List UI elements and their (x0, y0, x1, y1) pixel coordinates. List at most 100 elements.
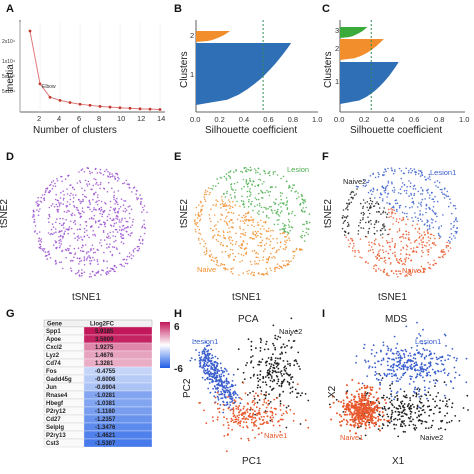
tsne-f-point-478 (427, 228, 429, 231)
mds-naive1-405 (363, 394, 366, 397)
mds-naive1-402 (366, 410, 369, 413)
pca-naive2-193 (283, 366, 286, 369)
tsne-f-point-626 (375, 264, 378, 267)
tsne-f-point-347 (437, 232, 440, 235)
tsne-f-point-699 (398, 167, 401, 170)
pca-lesion1-317 (207, 349, 210, 352)
pca-naive2-184 (276, 338, 279, 341)
tsne-e-point-649 (234, 243, 237, 245)
tsne-f-point-277 (347, 239, 350, 241)
tsne-e-point-341 (203, 240, 205, 242)
pca-naive2-76 (286, 380, 289, 383)
mds-lesion1-239 (387, 357, 389, 359)
pca-naive1-20 (250, 408, 252, 410)
tsne-e-point-250 (284, 230, 287, 233)
pca-naive1-63 (258, 417, 261, 420)
pca-naive1-212 (282, 404, 285, 407)
pca-naive2-146 (283, 373, 285, 375)
tsne-e-point-117 (285, 241, 288, 244)
mds-naive1-416 (353, 406, 356, 409)
tsne-e-point-448 (217, 221, 219, 223)
mds-naive2-151 (420, 422, 423, 425)
tsne-d-point-209 (123, 258, 126, 261)
mds-naive2-220 (403, 420, 405, 422)
tsne-f-point-1 (368, 179, 370, 182)
tsne-e-point-168 (276, 219, 279, 222)
heatmap-gene-p2ry13: P2ry13 (46, 433, 66, 439)
pca-lesion1-346 (227, 389, 230, 392)
tsne-d-point-320 (40, 201, 43, 203)
silhouette-cluster-1-c (340, 62, 399, 104)
tsne-f-point-206 (370, 189, 373, 191)
pca-naive2-157 (246, 394, 249, 396)
tsne-e-point-234 (230, 242, 232, 244)
pca-naive1-201 (240, 413, 243, 416)
tsne-d-point-448 (73, 247, 76, 250)
tsne-f-point-550 (388, 245, 391, 248)
mds-lesion1-161 (413, 354, 415, 356)
tsne-f-point-692 (440, 249, 443, 252)
tsne-d-point-542 (94, 221, 97, 224)
tsne-f-point-427 (450, 228, 452, 230)
tsne-d-point-472 (119, 233, 122, 235)
tsne-e-point-128 (240, 170, 242, 173)
pca-lesion1-193 (225, 377, 228, 380)
pca-naive1-53 (216, 418, 219, 421)
tsne-f-point-549 (395, 199, 398, 201)
heatmap-value-14: -1.5307 (95, 441, 116, 447)
mds-naive2-121 (396, 394, 399, 397)
mds-lesion1-220 (406, 368, 409, 371)
tsne-f-point-354 (407, 171, 410, 174)
tsne-e-point-332 (257, 253, 260, 255)
mds-naive2-257 (381, 423, 384, 425)
tsne-e-point-84 (253, 238, 255, 240)
mds-lesion1-272 (391, 375, 393, 378)
tsne-d-point-572 (115, 172, 117, 175)
pca-lesion1-269 (200, 356, 203, 358)
tsne-d-point-422 (60, 202, 62, 204)
tsne-d-point-92 (102, 231, 105, 233)
mds-naive2-191 (432, 419, 434, 422)
pca-naive2-54 (298, 365, 300, 368)
pca-naive2-158 (237, 348, 240, 351)
tsne-d-point-694 (57, 199, 59, 202)
mds-lesion1-153 (418, 333, 420, 335)
tsne-d-point-598 (107, 175, 110, 178)
tsne-e-point-12 (224, 250, 227, 253)
tsne-e-point-532 (230, 188, 233, 190)
mds-naive1-374 (357, 406, 360, 408)
tsne-e-point-467 (245, 182, 247, 184)
mds-lesion1-70 (442, 369, 445, 372)
pca-naive1-78 (239, 409, 242, 411)
pca-naive1-108 (252, 413, 254, 416)
mds-lesion1-147 (364, 359, 366, 362)
tsne-e-point-598 (246, 270, 248, 273)
ylabel-a: Inertia (5, 64, 16, 92)
mds-lesion1-78 (420, 363, 423, 366)
tsne-f-point-221 (429, 194, 431, 196)
tsne-d-point-278 (110, 206, 112, 209)
tsne-d-point-350 (90, 275, 92, 278)
pca-lesion1-349 (214, 360, 217, 363)
tsne-f-point-160 (419, 270, 422, 273)
tsne-e-point-57 (284, 243, 287, 246)
tsne-e-point-358 (227, 254, 229, 257)
tsne-d-point-156 (93, 178, 95, 180)
mds-lesion1-213 (414, 368, 416, 370)
tsne-f-point-147 (421, 241, 423, 243)
mds-naive1-276 (347, 404, 350, 407)
tsne-f-point-405 (406, 212, 408, 215)
pca-naive2-14 (270, 363, 273, 366)
mds-naive1-209 (349, 429, 351, 432)
tsne-e-point-555 (230, 183, 232, 186)
tsne-d-point-533 (87, 180, 90, 183)
tsne-e-point-422 (249, 177, 251, 180)
tsne-f-point-96 (376, 257, 378, 260)
tsne-e-point-578 (236, 200, 238, 203)
tsne-d-point-418 (49, 184, 51, 187)
pca-lesion1-331 (214, 367, 217, 370)
pca-naive2-82 (256, 386, 259, 389)
tsne-e-point-88 (270, 205, 272, 208)
pca-naive2-115 (299, 368, 301, 370)
mds-lesion1-276 (396, 391, 399, 393)
